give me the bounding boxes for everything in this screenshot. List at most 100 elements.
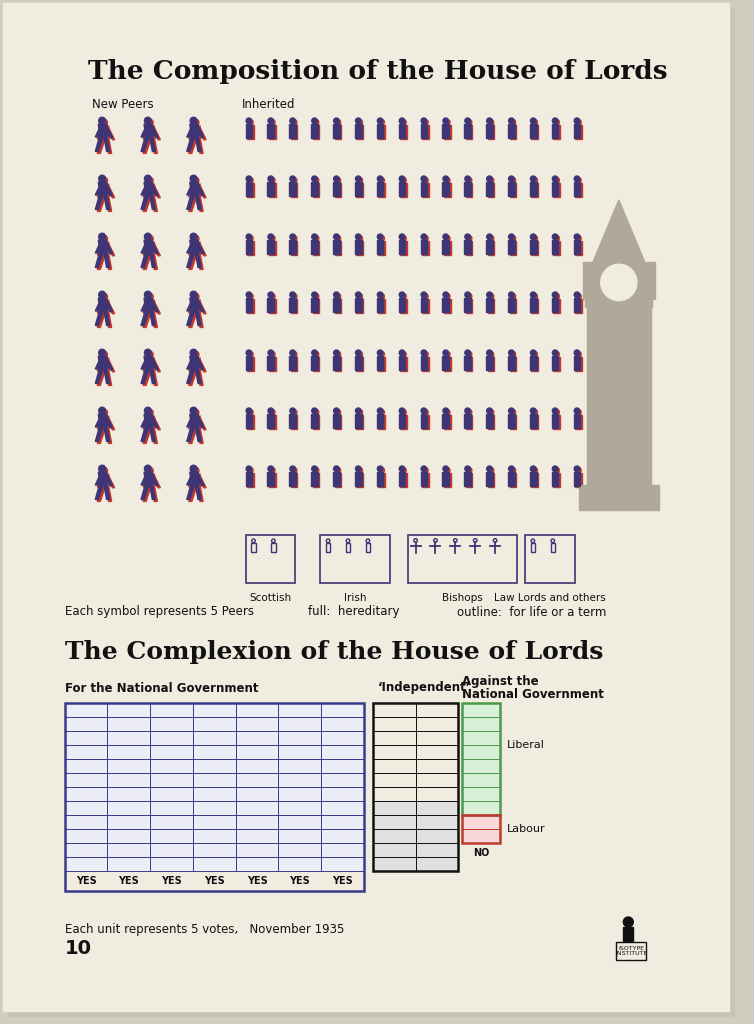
Polygon shape bbox=[149, 252, 155, 267]
Bar bbox=[65, 717, 107, 731]
Circle shape bbox=[576, 236, 581, 241]
Polygon shape bbox=[187, 135, 195, 152]
Bar bbox=[290, 240, 296, 254]
Circle shape bbox=[400, 177, 406, 183]
Circle shape bbox=[443, 350, 449, 355]
Bar bbox=[530, 355, 537, 370]
Circle shape bbox=[531, 292, 536, 298]
Bar bbox=[313, 183, 320, 197]
Circle shape bbox=[145, 117, 152, 124]
Bar bbox=[321, 745, 364, 759]
Circle shape bbox=[443, 292, 449, 298]
Polygon shape bbox=[104, 126, 112, 138]
Bar bbox=[291, 415, 298, 429]
Polygon shape bbox=[198, 302, 206, 313]
Bar bbox=[574, 472, 581, 485]
Bar bbox=[486, 472, 493, 485]
Polygon shape bbox=[187, 368, 195, 383]
Bar bbox=[400, 415, 407, 429]
Polygon shape bbox=[143, 475, 151, 487]
Circle shape bbox=[246, 176, 252, 181]
Polygon shape bbox=[106, 418, 115, 430]
Bar bbox=[335, 183, 342, 197]
Circle shape bbox=[531, 466, 536, 472]
Bar bbox=[532, 125, 538, 139]
Bar bbox=[321, 829, 364, 843]
Circle shape bbox=[146, 119, 153, 126]
Circle shape bbox=[268, 176, 274, 181]
Circle shape bbox=[443, 234, 449, 240]
Polygon shape bbox=[141, 126, 149, 137]
Bar bbox=[415, 703, 458, 717]
Circle shape bbox=[247, 236, 253, 241]
Text: Inherited: Inherited bbox=[241, 98, 295, 112]
Circle shape bbox=[553, 466, 558, 472]
Bar bbox=[462, 773, 500, 787]
Circle shape bbox=[146, 351, 153, 358]
Circle shape bbox=[509, 466, 514, 472]
Circle shape bbox=[486, 466, 492, 472]
Circle shape bbox=[291, 351, 297, 357]
Polygon shape bbox=[149, 483, 155, 500]
Bar bbox=[462, 731, 500, 745]
Polygon shape bbox=[98, 182, 108, 194]
Polygon shape bbox=[95, 416, 103, 427]
Circle shape bbox=[400, 120, 406, 125]
Circle shape bbox=[421, 408, 427, 414]
Bar bbox=[313, 357, 320, 371]
Bar bbox=[357, 415, 363, 429]
Circle shape bbox=[421, 176, 427, 181]
Polygon shape bbox=[106, 196, 112, 211]
Polygon shape bbox=[150, 183, 158, 196]
Polygon shape bbox=[188, 137, 197, 154]
Polygon shape bbox=[144, 356, 154, 368]
Circle shape bbox=[509, 234, 514, 240]
Bar bbox=[65, 815, 107, 829]
Circle shape bbox=[145, 408, 152, 414]
Polygon shape bbox=[104, 242, 112, 254]
Circle shape bbox=[553, 351, 559, 357]
Bar bbox=[466, 357, 473, 371]
Polygon shape bbox=[95, 194, 103, 210]
Polygon shape bbox=[141, 183, 149, 195]
Circle shape bbox=[466, 294, 472, 299]
Polygon shape bbox=[188, 359, 196, 371]
Polygon shape bbox=[98, 414, 108, 426]
Circle shape bbox=[575, 466, 580, 472]
Bar bbox=[193, 829, 235, 843]
Bar bbox=[355, 124, 362, 137]
Circle shape bbox=[192, 467, 199, 474]
Circle shape bbox=[466, 120, 472, 125]
Polygon shape bbox=[196, 300, 204, 311]
Circle shape bbox=[486, 408, 492, 414]
Polygon shape bbox=[198, 185, 206, 198]
Circle shape bbox=[466, 410, 472, 415]
Polygon shape bbox=[106, 485, 112, 502]
Circle shape bbox=[246, 350, 252, 355]
Text: Labour: Labour bbox=[507, 824, 546, 834]
Polygon shape bbox=[143, 311, 152, 328]
Bar bbox=[372, 787, 415, 801]
Polygon shape bbox=[144, 414, 154, 426]
Circle shape bbox=[145, 465, 152, 472]
Circle shape bbox=[311, 234, 317, 240]
Bar bbox=[399, 355, 406, 370]
Bar bbox=[269, 183, 276, 197]
Polygon shape bbox=[100, 126, 110, 137]
Bar bbox=[246, 355, 253, 370]
Polygon shape bbox=[152, 485, 158, 502]
Circle shape bbox=[291, 294, 297, 299]
Bar bbox=[379, 299, 385, 313]
Polygon shape bbox=[100, 474, 110, 485]
Bar bbox=[488, 241, 495, 255]
Bar bbox=[246, 298, 253, 311]
Circle shape bbox=[333, 466, 339, 472]
Bar bbox=[269, 125, 276, 139]
Circle shape bbox=[333, 292, 339, 298]
Circle shape bbox=[335, 351, 341, 357]
Bar bbox=[107, 829, 150, 843]
Circle shape bbox=[379, 468, 385, 473]
Bar bbox=[268, 181, 274, 196]
Bar bbox=[278, 787, 321, 801]
Text: YES: YES bbox=[161, 876, 182, 886]
